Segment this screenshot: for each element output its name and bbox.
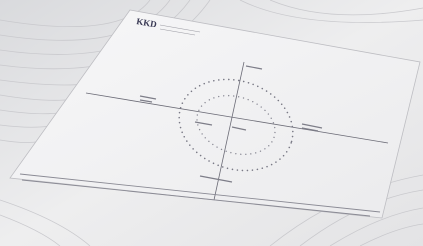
- page: KKD (() => { const data = JSON.parse(doc…: [0, 0, 423, 246]
- photo: KKD: [0, 0, 423, 246]
